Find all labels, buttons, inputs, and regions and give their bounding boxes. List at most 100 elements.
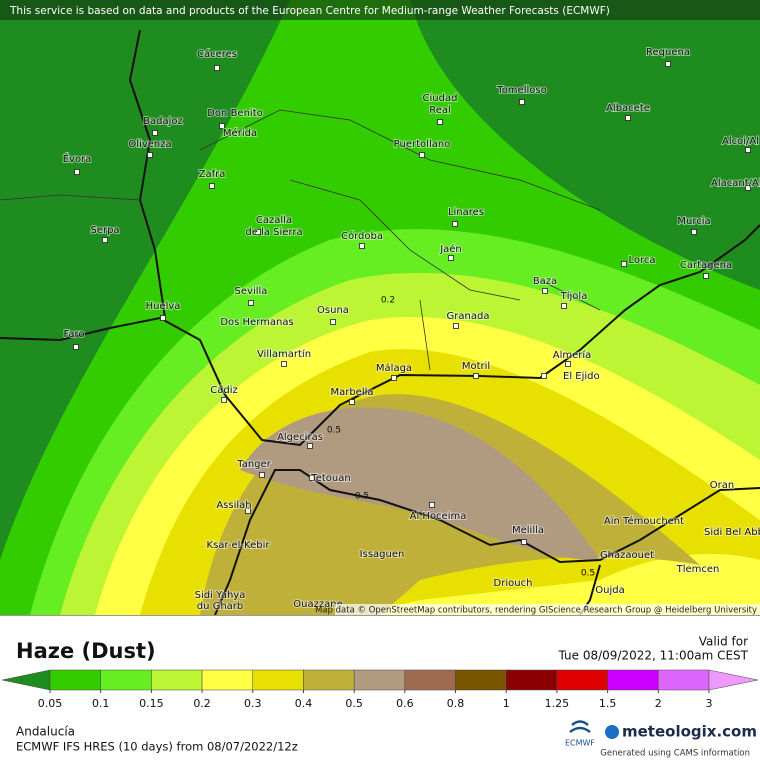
credit: Generated using CAMS information — [600, 749, 750, 759]
city-marker — [452, 221, 458, 227]
city-label: Motril — [462, 361, 490, 372]
city-label: Driouch — [494, 578, 533, 589]
legend-swatch — [556, 669, 608, 691]
legend-tick-label: 0.1 — [92, 697, 110, 710]
city-label: Puertollano — [394, 139, 451, 150]
city-label: Sidi Bel Abbès — [704, 526, 760, 538]
city-label: Oujda — [595, 585, 624, 596]
city-label: Dos Hermanas — [220, 317, 293, 328]
legend-tick-label: 0.3 — [244, 697, 262, 710]
legend-swatch — [505, 669, 558, 691]
model-run: ECMWF IFS HRES (10 days) from 08/07/2022… — [16, 740, 298, 754]
city-label: Évora — [63, 152, 92, 165]
banner-background — [0, 0, 760, 20]
banner: This service is based on data and produc… — [9, 5, 610, 17]
city-label: Almería — [553, 349, 592, 361]
city-label: Serpa — [90, 225, 119, 236]
border — [128, 29, 166, 319]
legend-tick-label: 0.6 — [396, 697, 414, 710]
city-marker — [147, 152, 153, 158]
city-marker — [473, 373, 479, 379]
legend-tick-label: 0.8 — [447, 697, 465, 710]
city-marker — [245, 508, 251, 514]
city-marker — [419, 152, 425, 158]
contour-label: 0.5 — [581, 569, 595, 579]
city-marker — [541, 373, 547, 379]
legend-swatch — [49, 669, 101, 691]
city-marker — [391, 375, 397, 381]
legend-swatch — [353, 669, 406, 691]
city-label: Ouazzane — [293, 599, 342, 610]
city-marker — [259, 472, 265, 478]
legend-tick-label: 2 — [655, 697, 662, 710]
ecmwf-text: ECMWF — [565, 739, 595, 748]
city-marker — [519, 99, 525, 105]
city-label: de la Sierra — [245, 227, 302, 238]
city-label: Algeciras — [277, 432, 323, 443]
legend: 0.05 0.1 0.15 0.2 0.3 0.4 0.5 0.6 0.8 1 1.25 1.5 2 3 — [1, 669, 759, 710]
city-label: Assilah — [216, 500, 251, 511]
legend-swatch — [455, 669, 507, 691]
city-marker — [349, 399, 355, 405]
title: Haze (Dust) — [16, 639, 156, 663]
legend-tick-label: 1.25 — [545, 697, 570, 710]
legend-arrow — [1, 669, 51, 691]
city-label: Badajoz — [143, 116, 183, 127]
coastline — [214, 469, 760, 615]
city-label: Zafra — [199, 169, 226, 180]
city-label: Ciudad — [423, 93, 458, 104]
city-label: Aïn Témouchent — [604, 515, 684, 527]
city-marker — [219, 123, 225, 129]
city-label: Requena — [646, 47, 690, 58]
city-marker — [542, 288, 548, 294]
attribution: Map data © OpenStreetMap contributors, r… — [315, 606, 757, 616]
city-marker — [691, 229, 697, 235]
map: This service is based on data and produc… — [0, 0, 760, 616]
legend-tick-label: 0.2 — [193, 697, 211, 710]
city-label: Mérida — [223, 127, 257, 139]
city-label: Tetouan — [310, 473, 350, 484]
border — [0, 109, 601, 371]
legend-tick-label: 0.5 — [345, 697, 363, 710]
attribution-background — [335, 604, 760, 615]
city-label: Sidi Yahya — [195, 590, 246, 601]
legend-swatch — [658, 669, 710, 691]
city-marker — [330, 319, 336, 325]
city-label: Tíjola — [560, 290, 588, 302]
city-label: Marbella — [330, 387, 373, 398]
city-label: Real — [429, 105, 451, 116]
city-label: Villamartín — [257, 348, 311, 360]
city-marker — [453, 323, 459, 329]
coastline — [0, 224, 760, 447]
city-label: Don Benito — [207, 108, 263, 119]
city-marker — [255, 229, 261, 235]
legend-swatch — [100, 669, 152, 691]
city-marker — [621, 261, 627, 267]
city-label: Málaga — [376, 362, 412, 374]
city-label: Cáceres — [197, 48, 237, 60]
valid-time: Tue 08/09/2022, 11:00am CEST — [558, 649, 749, 663]
city-label: Tanger — [236, 459, 271, 470]
legend-tick-label: 1.5 — [599, 697, 617, 710]
city-marker — [665, 61, 671, 67]
city-marker — [102, 237, 108, 243]
legend-swatch — [151, 669, 203, 691]
city-label: Cartagena — [680, 260, 732, 271]
city-label: Olivenza — [128, 139, 171, 150]
city-label: Oran — [710, 480, 734, 491]
city-label: Sevilla — [235, 286, 268, 297]
city-marker — [745, 185, 751, 191]
region: Andalucía — [16, 725, 75, 739]
city-label: Murcia — [677, 216, 710, 227]
haze-band — [240, 407, 600, 561]
city-label: Tomelloso — [496, 85, 546, 96]
city-label: Ghazaouet — [600, 550, 654, 561]
city-marker — [565, 361, 571, 367]
city-label: Cazalla — [256, 215, 292, 226]
city-marker — [561, 303, 567, 309]
city-marker — [745, 147, 751, 153]
city-label: Huelva — [146, 301, 181, 312]
city-marker — [437, 119, 443, 125]
city-marker — [214, 65, 220, 71]
